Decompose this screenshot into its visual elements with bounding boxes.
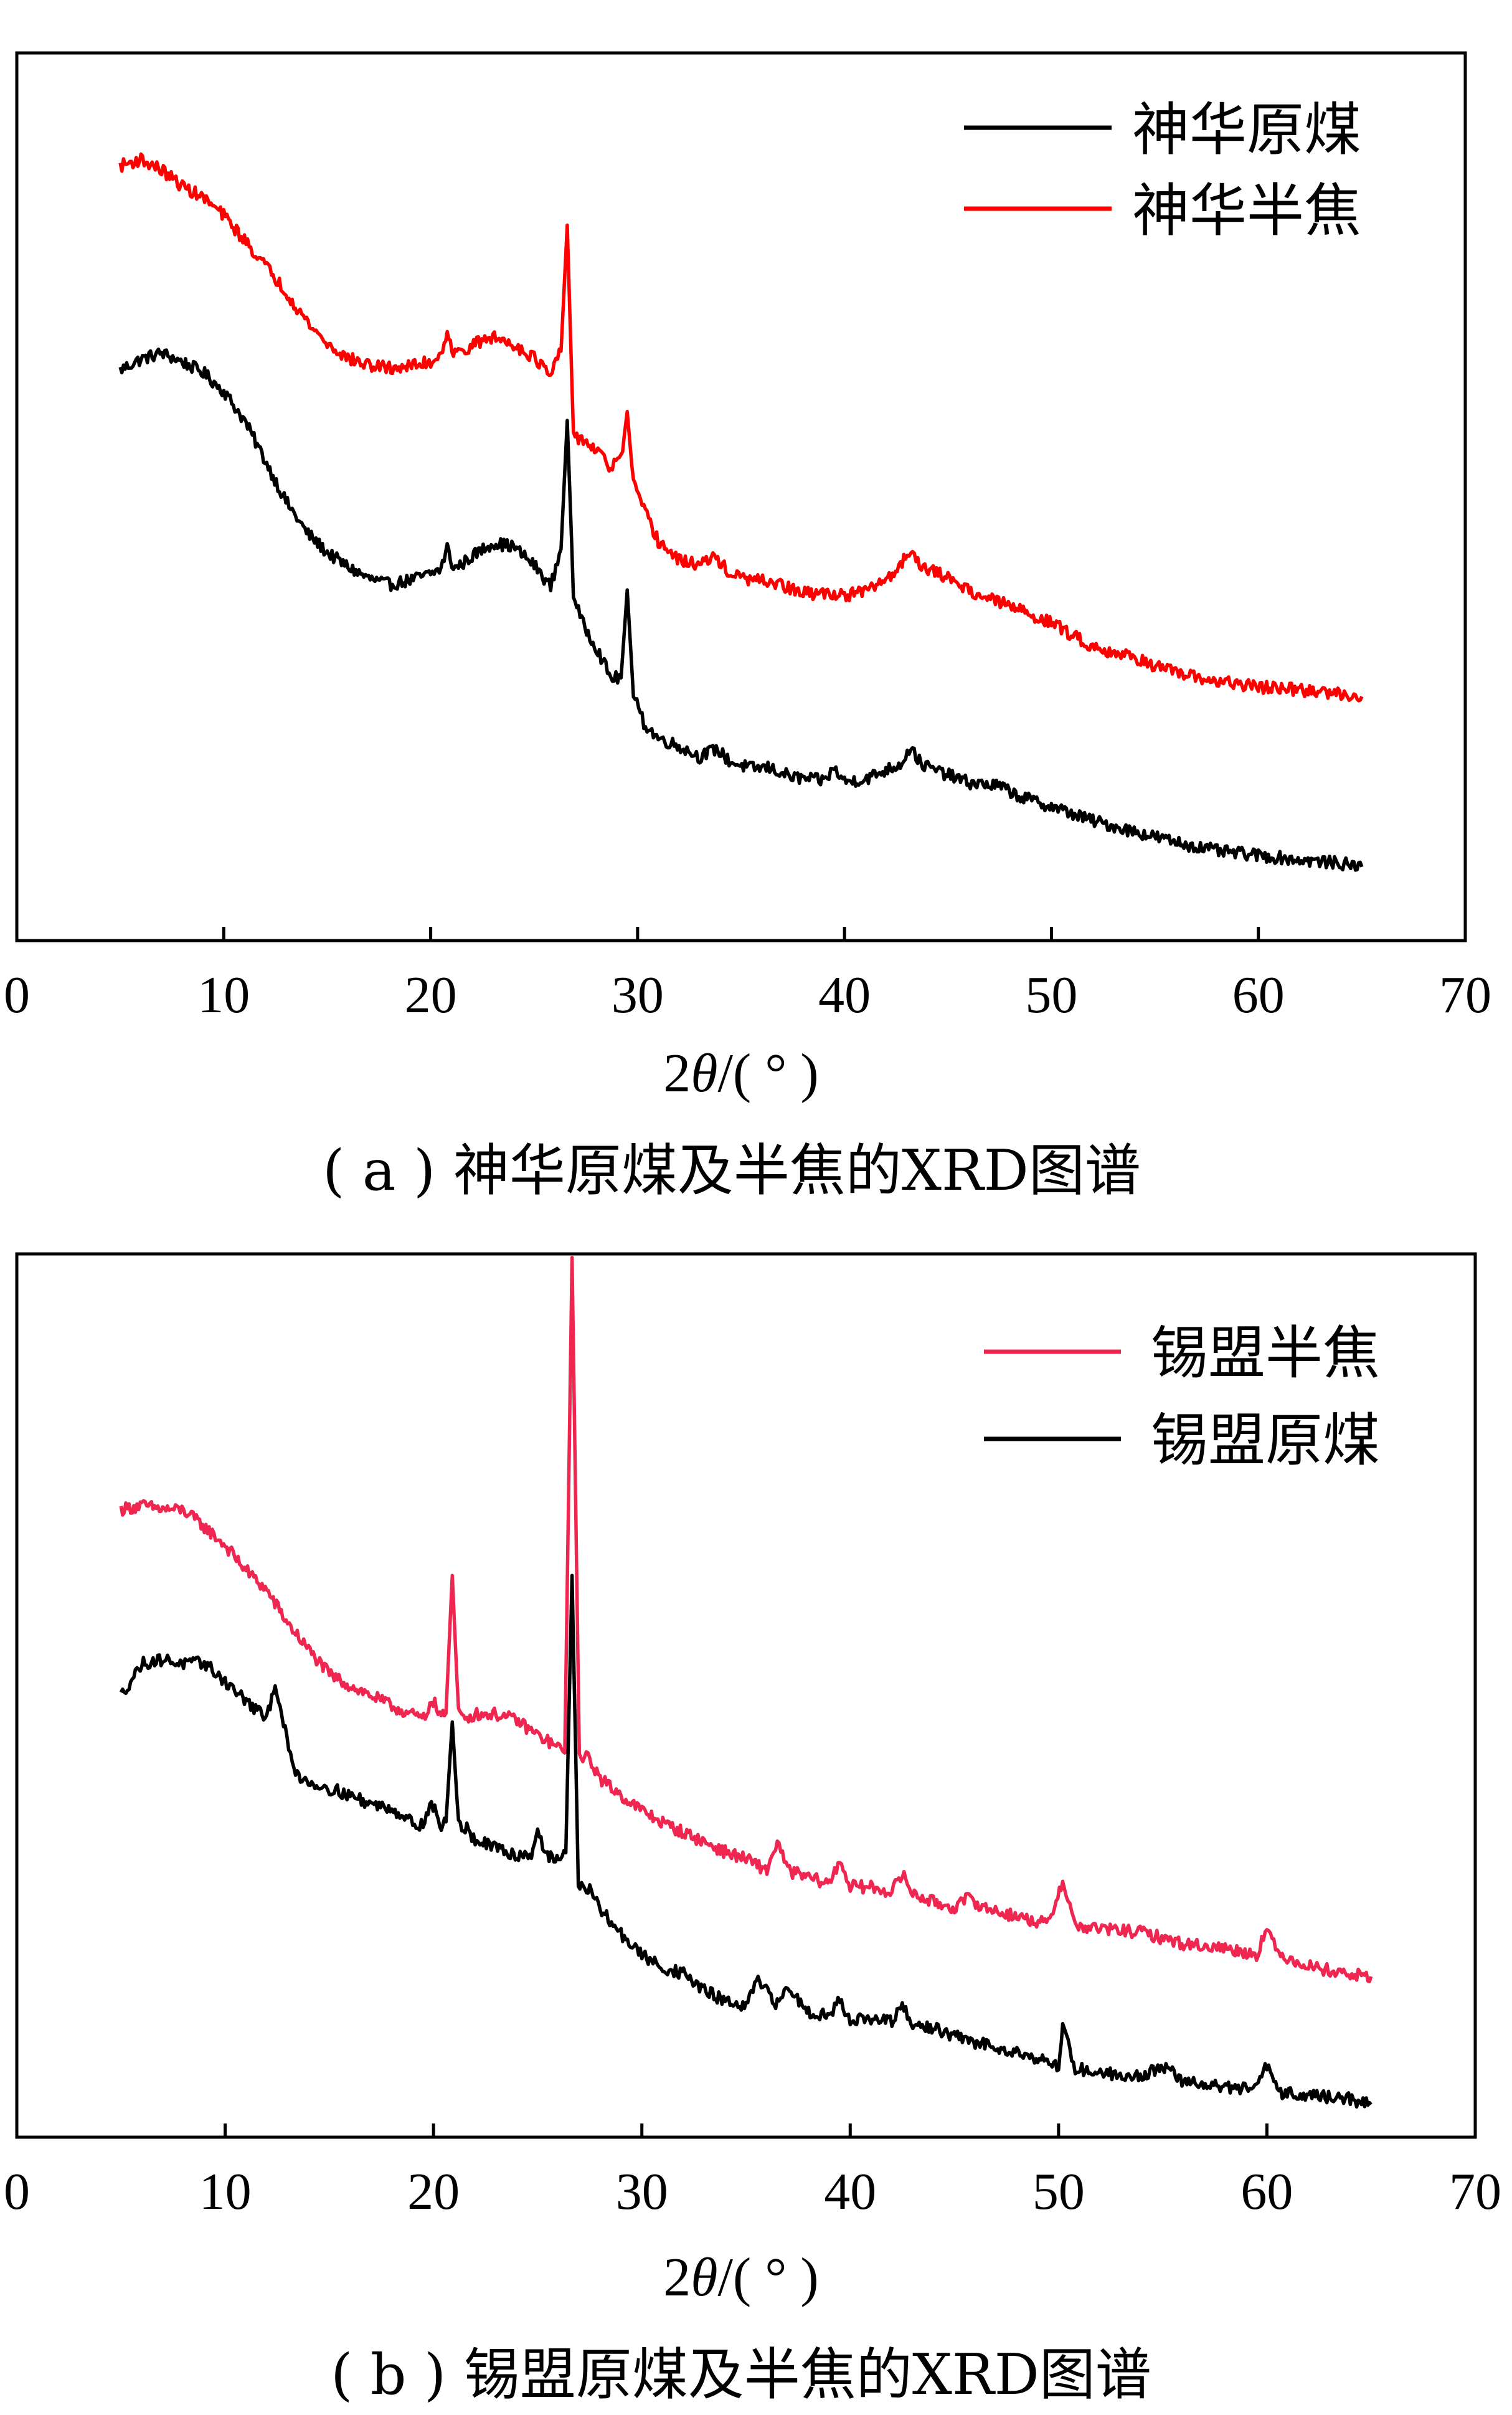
legend-label-ximeng-raw: 锡盟原煤 [1151, 1407, 1380, 1474]
series-line-2 [118, 152, 1364, 703]
series-line-1 [119, 1255, 1373, 1983]
plot-frame-b [15, 1252, 1477, 2139]
x-tick-label: 60 [1232, 966, 1285, 1024]
x-axis-title-a: 2θ/( ° ) [663, 1043, 818, 1104]
x-tick-label: 0 [4, 966, 30, 1024]
x-tick-label: 50 [1032, 2163, 1085, 2221]
x-axis-ticks-b: 0 10 20 30 40 50 60 70 [4, 2123, 1501, 2221]
x-tick-label: 50 [1025, 966, 1077, 1024]
x-tick-label: 40 [824, 2163, 876, 2221]
x-tick-label: 20 [405, 966, 457, 1024]
x-tick-label: 0 [4, 2163, 30, 2221]
x-axis-title-b: 2θ/( ° ) [663, 2247, 818, 2308]
legend-a: 神华原煤 神华半焦 [964, 97, 1361, 244]
caption-a: ( a ) 神华原煤及半焦的XRD图谱 [323, 1138, 1141, 1203]
x-tick-label: 70 [1449, 2163, 1501, 2221]
plot-frame-a [15, 51, 1467, 942]
x-tick-label: 40 [818, 966, 871, 1024]
series-group-a [118, 152, 1364, 872]
series-group-b [119, 1255, 1373, 2109]
legend-label-ximeng-semicoke: 锡盟半焦 [1151, 1320, 1380, 1387]
chart-panel-b: 0 10 20 30 40 50 60 70 锡盟半焦 锡盟原煤 2θ/( ° ) ( b )… [4, 1252, 1501, 2408]
x-tick-label: 70 [1439, 966, 1491, 1024]
x-tick-label: 30 [612, 966, 664, 1024]
legend-label-shenhua-semicoke: 神华半焦 [1132, 178, 1361, 244]
x-tick-label: 60 [1240, 2163, 1293, 2221]
legend-b: 锡盟半焦 锡盟原煤 [984, 1320, 1380, 1474]
series-line-2 [119, 1573, 1373, 2109]
chart-panel-a: 0 10 20 30 40 50 60 70 神华原煤 神华半焦 2θ/( ° ) ( a )… [4, 51, 1491, 1203]
series-line-1 [118, 347, 1364, 872]
legend-label-shenhua-raw: 神华原煤 [1132, 97, 1361, 163]
x-axis-ticks-a: 0 10 20 30 40 50 60 70 [4, 927, 1491, 1024]
caption-b: ( b ) 锡盟原煤及半焦的XRD图谱 [331, 2342, 1151, 2408]
x-tick-label: 10 [197, 966, 250, 1024]
x-tick-label: 20 [407, 2163, 460, 2221]
x-tick-label: 10 [199, 2163, 252, 2221]
x-tick-label: 30 [616, 2163, 668, 2221]
